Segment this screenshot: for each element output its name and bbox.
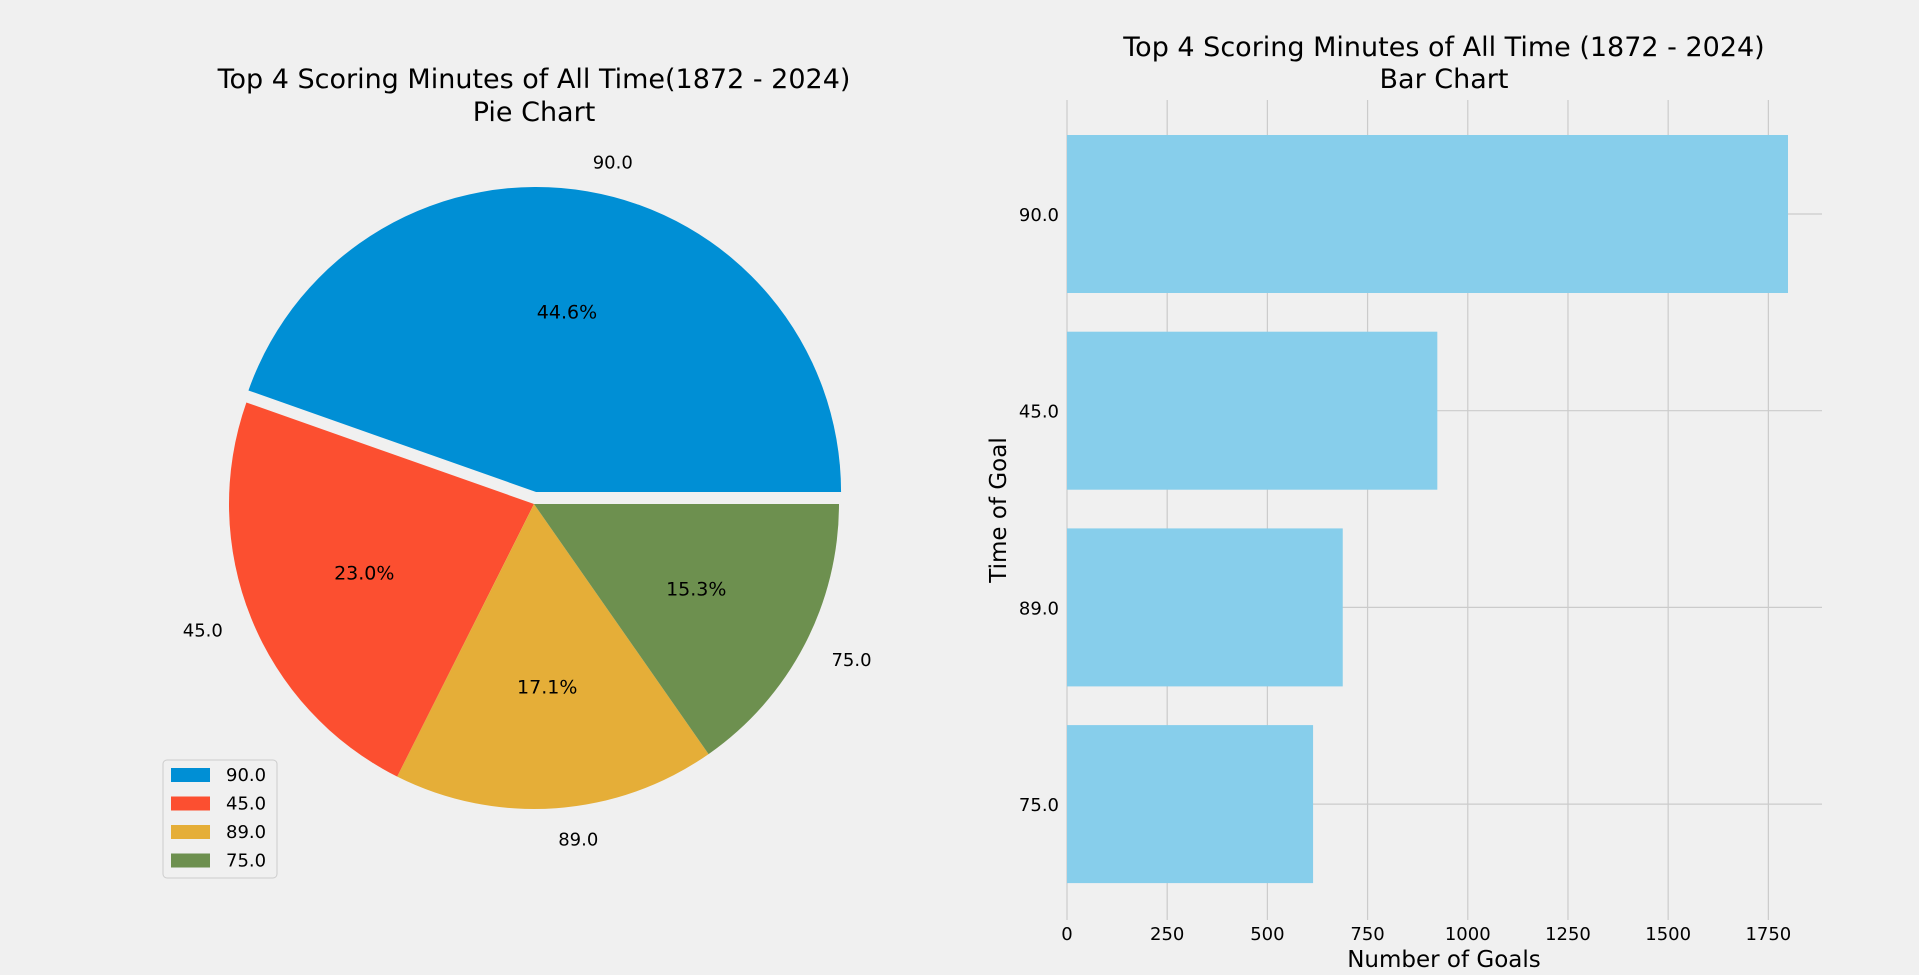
bar-chart-title: Top 4 Scoring Minutes of All Time (1872 … [1122,32,1764,63]
pie-category-label: 89.0 [558,830,598,851]
pie-chart-panel: Top 4 Scoring Minutes of All Time(1872 -… [162,64,872,879]
legend-swatch [171,825,210,839]
bar-chart-panel: Top 4 Scoring Minutes of All Time (1872 … [986,32,1822,973]
legend-entry: 89.0 [226,822,266,843]
x-tick-label: 1500 [1645,924,1691,945]
y-tick-label: 90.0 [1019,205,1059,226]
legend-entry: 90.0 [226,765,266,786]
x-tick-label: 750 [1350,924,1384,945]
bar-bars [1067,135,1788,884]
x-tick-label: 1250 [1545,924,1591,945]
pie-slices [229,186,842,809]
pie-chart-subtitle: Pie Chart [473,97,596,128]
pie-slice [248,186,842,492]
pie-legend: 90.0 45.0 89.0 75.0 [162,759,278,879]
legend-swatch [171,853,210,868]
bar-chart-subtitle: Bar Chart [1380,64,1509,95]
legend-swatch [171,796,210,811]
pie-percent-label: 15.3% [666,579,726,601]
pie-slice [534,504,839,755]
x-tick-label: 500 [1250,924,1284,945]
legend-frame [162,759,278,879]
legend-swatch [171,768,210,782]
bar [1067,331,1438,490]
pie-slice [229,402,534,777]
pie-percent-label: 23.0% [334,562,394,584]
y-tick-label: 89.0 [1019,598,1059,619]
y-tick-label: 45.0 [1019,402,1059,423]
y-tick-label: 75.0 [1019,795,1059,816]
pie-category-label: 45.0 [183,620,223,641]
pie-percent-label: 44.6% [537,302,597,324]
x-tick-label: 0 [1061,924,1072,945]
x-tick-label: 1000 [1445,924,1491,945]
bar [1067,135,1788,293]
bar-ticks: 0 250 500 750 1000 1250 1500 1750 90.0 45.0 89.0 75… [1019,205,1791,945]
legend-entry: 45.0 [226,794,266,815]
pie-percent-label: 17.1% [517,677,577,699]
x-tick-label: 1750 [1745,924,1791,945]
pie-slice [397,504,709,809]
legend-entry: 75.0 [226,851,266,872]
y-axis-label: Time of Goal [986,437,1012,583]
x-tick-label: 250 [1150,924,1184,945]
x-axis-label: Number of Goals [1347,947,1541,973]
bar [1067,725,1314,884]
bar [1067,528,1343,687]
pie-category-label: 90.0 [593,152,633,173]
pie-labels: 44.6% 90.0 23.0% 45.0 17.1% 89.0 15.3% 75.0 [183,152,872,850]
pie-chart-title: Top 4 Scoring Minutes of All Time(1872 -… [217,64,851,95]
pie-category-label: 75.0 [831,650,871,671]
